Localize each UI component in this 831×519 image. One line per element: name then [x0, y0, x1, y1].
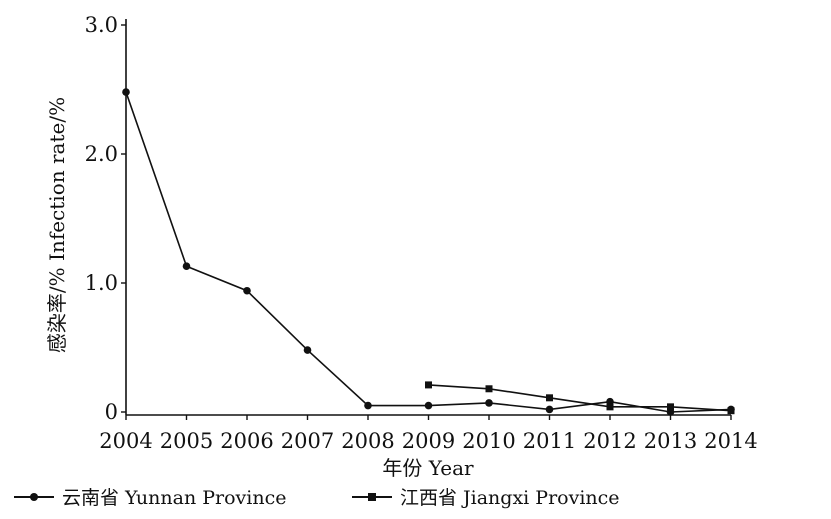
- data-point-circle: [364, 401, 372, 410]
- data-point-circle: [122, 88, 130, 96]
- data-point-circle: [303, 346, 312, 354]
- data-point-circle: [243, 286, 251, 295]
- x-tick-label: 2004: [99, 429, 152, 453]
- x-tick-label: 2007: [281, 429, 334, 453]
- y-axis-title: 感染率/% Infection rate/%: [45, 97, 69, 353]
- x-axis-title: 年份 Year: [382, 456, 474, 480]
- legend-item-yunnan: 云南省 Yunnan Province: [14, 487, 286, 509]
- data-point-square: [667, 403, 674, 411]
- legend-label-jiangxi: 江西省 Jiangxi Province: [400, 487, 620, 509]
- data-point-circle: [182, 262, 191, 271]
- x-tick-label: 2013: [644, 429, 697, 453]
- x-tick-label: 2010: [462, 429, 515, 453]
- data-point-circle: [424, 401, 433, 410]
- x-tick-label: 2014: [704, 429, 757, 453]
- data-point-square: [425, 381, 432, 389]
- legend-marker-jiangxi: [368, 493, 376, 501]
- axes: [125, 19, 731, 416]
- x-tick-label: 2005: [160, 429, 213, 453]
- x-tick-label: 2006: [220, 429, 273, 453]
- series-line-0: [125, 91, 732, 413]
- y-tick-label: 0: [105, 400, 118, 424]
- y-tick-label: 2.0: [85, 142, 118, 166]
- data-point-square: [606, 403, 614, 411]
- legend-marker-yunnan: [30, 493, 38, 501]
- x-tick-label: 2009: [402, 429, 455, 453]
- x-ticks: 2004 2005 2006 2007 2008 2009 2010 2011 2012 2013…: [99, 415, 758, 453]
- x-tick-label: 2008: [341, 429, 394, 453]
- y-ticks: 0 1.0 2.0 3.0: [85, 13, 126, 424]
- y-tick-label: 3.0: [85, 13, 118, 37]
- legend: 云南省 Yunnan Province 江西省 Jiangxi Province: [14, 487, 620, 509]
- x-tick-label: 2011: [523, 429, 576, 453]
- y-tick-label: 1.0: [85, 271, 118, 295]
- series-line-1: [428, 384, 732, 412]
- data-point-circle: [485, 399, 493, 407]
- data-point-square: [485, 385, 493, 393]
- data-point-circle: [545, 405, 554, 414]
- data-point-square: [546, 394, 553, 402]
- data-point-square: [727, 407, 735, 415]
- x-tick-label: 2012: [583, 429, 636, 453]
- legend-item-jiangxi: 江西省 Jiangxi Province: [352, 487, 620, 509]
- series-layer: [122, 88, 735, 416]
- legend-label-yunnan: 云南省 Yunnan Province: [62, 487, 286, 509]
